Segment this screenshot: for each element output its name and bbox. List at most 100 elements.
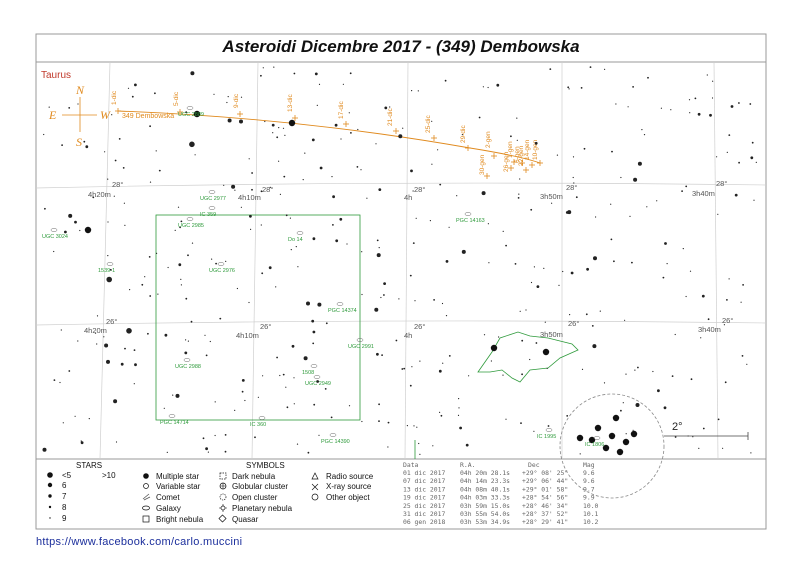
star [456,195,458,197]
star [319,166,323,170]
star [442,362,444,364]
dso-label: IC 359 [200,212,216,218]
author-link[interactable]: https://www.facebook.com/carlo.muccini [36,536,243,548]
star [376,352,379,356]
ephemeris-cell: 07 dic 2017 [403,477,445,485]
symbol-label: Quasar [232,515,259,524]
comet-icon [142,493,151,501]
symbol-label: Radio source [326,472,374,481]
star [104,343,109,348]
star [68,370,71,372]
star [631,261,633,264]
star [118,138,121,140]
star [593,256,597,261]
star [148,256,151,258]
star [746,363,748,365]
star [64,230,67,234]
star [585,313,588,316]
star [468,375,470,377]
star [164,333,168,337]
galaxy-marker [183,358,191,362]
dso-label: UGC 2991 [348,344,374,350]
compass-s: S [76,135,82,149]
star [417,90,419,92]
star [163,407,165,409]
star [77,340,79,342]
star [380,296,382,299]
dso-label: PGC 14714 [160,420,189,426]
date-label: 21-dic [387,108,394,126]
star [701,294,705,298]
star [543,267,545,269]
star [131,95,134,98]
star [403,367,406,370]
star [637,366,639,369]
star [185,111,188,113]
star [187,340,189,342]
star [685,295,687,298]
star [250,228,252,230]
star [215,262,218,265]
star [439,411,441,413]
star [262,67,264,69]
legend-border [35,458,767,530]
star [566,415,569,417]
star [134,363,137,367]
star [514,263,517,265]
star [88,418,90,420]
star [376,239,379,242]
star [611,150,613,153]
star [562,270,564,273]
star [383,294,385,296]
dso-labels: UGC 2889 UGC 2977 IC 359 UGC 2985 Do 14 UGC 3… [42,106,604,448]
star [613,260,615,263]
star [166,451,168,453]
ephemeris-cell: 04h 08m 40.1s [460,485,510,493]
star [109,268,112,271]
star [134,83,137,87]
star [750,156,754,160]
star [251,188,253,191]
star [575,196,578,199]
star [458,407,460,409]
symbol-label: Multiple star [156,472,199,481]
star [366,197,368,199]
star [431,120,433,122]
star [706,74,708,76]
dso-label: UGC 2988 [175,364,201,370]
date-ticks: 1-dic 5-dic 9-dic 13-dic 17-dic 21-dic 25-dic 2… [111,90,543,179]
ra-label: 4h10m [238,193,261,202]
star-mag-label: 9 [62,514,67,523]
star [187,254,189,257]
star [432,445,434,447]
star [625,373,627,375]
star [68,107,71,109]
star [688,99,691,101]
symbol-label: Galaxy [156,504,181,513]
star [411,90,413,92]
star [483,334,486,336]
star [149,125,152,128]
star [104,151,106,153]
dec-label: 26° [106,317,117,326]
star [488,262,490,264]
star [547,425,550,427]
symbol-label: Globular cluster [232,482,288,491]
date-label: 22-gen [518,145,525,166]
star [107,255,109,257]
bright-nebula-outline [477,331,579,383]
star [753,199,755,201]
star [722,447,724,449]
star [295,246,297,248]
star [652,370,654,373]
star [207,451,209,453]
galaxy-marker [356,338,364,342]
star [185,339,187,341]
ephemeris-cell: 9.6 [583,469,595,477]
star [269,186,271,188]
star [409,384,412,387]
star [177,206,180,208]
star [264,120,266,123]
star [68,213,73,218]
scale-bar: 2° [664,421,749,440]
